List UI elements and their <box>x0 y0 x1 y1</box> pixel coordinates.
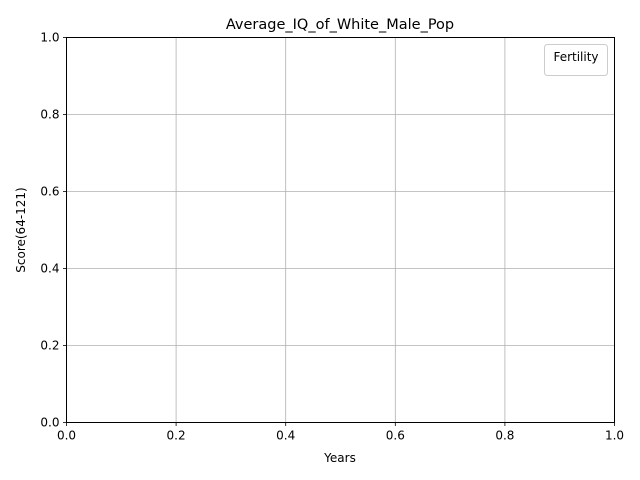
x-tick-label: 0.8 <box>495 429 514 443</box>
y-tick-label: 0.2 <box>40 339 59 353</box>
x-axis-label: Years <box>323 451 356 465</box>
y-tick-label: 0.4 <box>40 262 59 276</box>
legend-box <box>544 44 608 76</box>
y-tick-label: 0.6 <box>40 185 59 199</box>
y-tick-labels: 0.0 0.2 0.4 0.6 0.8 1.0 <box>40 31 59 430</box>
legend-title: Fertility <box>553 50 598 64</box>
grid <box>66 37 615 423</box>
x-tick-label: 0.0 <box>57 429 76 443</box>
plot-area-frame <box>66 37 615 423</box>
x-tick-label: 0.4 <box>276 429 295 443</box>
x-tick-label: 0.6 <box>386 429 405 443</box>
y-tick-label: 0.0 <box>40 416 59 430</box>
tick-marks <box>63 37 615 426</box>
legend: Fertility <box>544 44 608 76</box>
chart-title: Average_IQ_of_White_Male_Pop <box>226 17 454 33</box>
x-tick-label: 1.0 <box>605 429 624 443</box>
y-tick-label: 1.0 <box>40 31 59 45</box>
x-tick-label: 0.2 <box>167 429 186 443</box>
y-tick-label: 0.8 <box>40 108 59 122</box>
y-axis-label: Score(64-121) <box>14 187 28 272</box>
x-tick-labels: 0.0 0.2 0.4 0.6 0.8 1.0 <box>57 429 624 443</box>
